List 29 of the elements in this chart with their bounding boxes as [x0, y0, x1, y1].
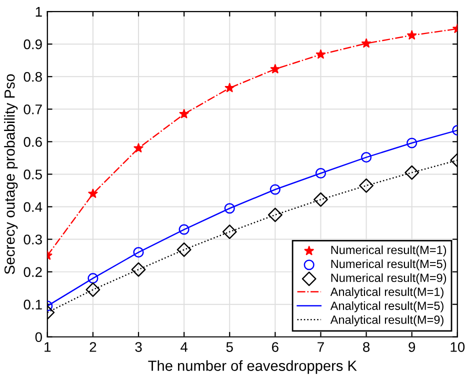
y-tick-label: 0.2	[24, 267, 42, 277]
x-tick-label: 7	[318, 342, 324, 352]
x-tick-label: 4	[180, 342, 188, 352]
y-tick-label: 0.5	[24, 170, 42, 180]
y-tick-label: 0	[35, 332, 42, 342]
x-tick-label: 3	[135, 342, 142, 352]
y-tick-label: 0.4	[24, 202, 42, 212]
legend-label: Analytical result(M=5)	[330, 301, 444, 312]
x-tick-label: 10	[450, 342, 465, 352]
legend-label: Numerical result(M=9)	[331, 273, 446, 284]
x-tick-label: 6	[272, 342, 278, 352]
legend-label: Analytical result(M=1)	[330, 287, 444, 298]
y-tick-label: 1	[36, 7, 42, 17]
x-tick-label: 9	[408, 342, 416, 352]
x-tick-label: 8	[363, 342, 370, 352]
y-tick-label: 0.9	[24, 39, 42, 50]
y-tick-label: 0.1	[24, 300, 42, 310]
y-tick-label: 0.8	[24, 72, 42, 82]
x-axis-title: The number of eavesdroppers K	[148, 360, 357, 374]
legend-label: Numerical result(M=1)	[331, 245, 446, 256]
y-tick-label: 0.6	[24, 137, 42, 147]
legend-label: Analytical result(M=9)	[330, 315, 444, 326]
x-tick-label: 2	[90, 342, 96, 352]
y-tick-label: 0.3	[24, 234, 42, 244]
y-axis-title: Secrecy outage probability Pso	[4, 74, 18, 274]
x-tick-label: 1	[44, 342, 51, 352]
legend-label: Numerical result(M=5)	[331, 259, 446, 270]
y-tick-label: 0.7	[24, 104, 42, 114]
x-tick-label: 5	[226, 342, 233, 352]
